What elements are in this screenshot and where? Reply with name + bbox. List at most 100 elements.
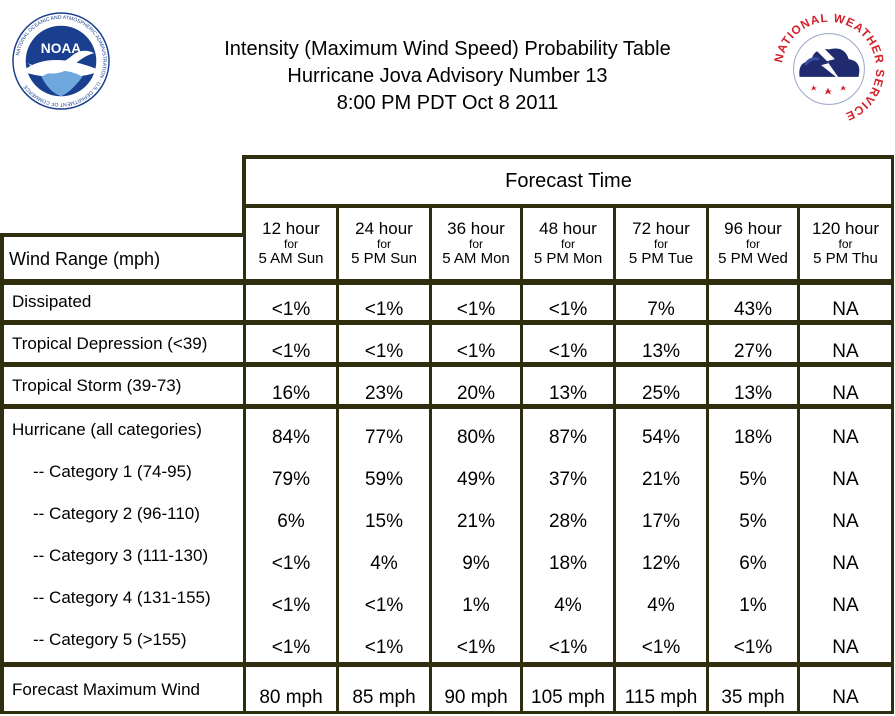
row-value: <1% xyxy=(364,595,404,616)
value-cell xyxy=(523,325,613,362)
row-value: 13% xyxy=(548,383,588,404)
value-cell xyxy=(800,325,891,362)
row-value: 23% xyxy=(364,383,404,404)
row-value: NA xyxy=(832,383,859,404)
row-value: <1% xyxy=(271,595,311,616)
row-label-cell-3 xyxy=(4,367,243,404)
value-cell xyxy=(339,409,429,662)
value-cell xyxy=(339,325,429,362)
value-cell xyxy=(616,285,706,320)
row-value: 7% xyxy=(647,299,675,320)
row-value: <1% xyxy=(548,299,588,320)
value-cell xyxy=(616,367,706,404)
row-value: 5% xyxy=(739,511,767,532)
row-value: 21% xyxy=(456,511,496,532)
column-hours: 24 hour xyxy=(355,219,413,238)
column-header-5: 72 hour for 5 PM Tue xyxy=(616,208,706,279)
value-cell xyxy=(800,667,891,711)
row-value: 80 mph xyxy=(259,687,323,708)
row-value: <1% xyxy=(456,341,496,362)
row-label: -- Category 3 (111-130) xyxy=(33,546,209,565)
row-value: <1% xyxy=(548,637,588,658)
value-cell xyxy=(246,325,336,362)
row-label-cell-2 xyxy=(4,325,243,362)
row-value: <1% xyxy=(271,553,311,574)
column-header-2: 24 hour for 5 PM Sun xyxy=(339,208,429,279)
column-for: for xyxy=(838,237,853,251)
row-value: 13% xyxy=(641,341,681,362)
row-value: NA xyxy=(832,595,859,616)
column-for: for xyxy=(283,237,298,251)
column-hours: 120 hour xyxy=(811,219,880,238)
column-when: 5 PM Tue xyxy=(628,250,694,267)
value-cell xyxy=(432,409,520,662)
row-value: 84% xyxy=(271,427,311,448)
value-cell xyxy=(246,367,336,404)
row-value: 1% xyxy=(462,595,490,616)
row-value: 6% xyxy=(277,511,305,532)
column-for: for xyxy=(745,237,760,251)
row-value: 77% xyxy=(364,427,404,448)
row-value: 115 mph xyxy=(624,687,698,708)
row-value: 17% xyxy=(641,511,681,532)
row-value: 90 mph xyxy=(444,687,508,708)
column-for: for xyxy=(376,237,391,251)
row-value: 15% xyxy=(364,511,404,532)
value-cell xyxy=(432,325,520,362)
row-value: NA xyxy=(832,341,859,362)
row-value: 35 mph xyxy=(721,687,785,708)
title-line-1: Intensity (Maximum Wind Speed) Probabili… xyxy=(224,38,671,60)
row-value: NA xyxy=(832,687,859,708)
row-value: NA xyxy=(832,637,859,658)
row-value: NA xyxy=(832,469,859,490)
row-value: 37% xyxy=(548,469,588,490)
column-for: for xyxy=(560,237,575,251)
row-value: 105 mph xyxy=(531,687,605,708)
row-label-cell-1 xyxy=(4,285,243,320)
column-header-4: 48 hour for 5 PM Mon xyxy=(523,208,613,279)
row-label: -- Category 2 (96-110) xyxy=(33,504,200,523)
forecast-time-label: Forecast Time xyxy=(505,170,632,192)
row-value: 85 mph xyxy=(352,687,416,708)
column-hours: 72 hour xyxy=(632,219,690,238)
column-header-6: 96 hour for 5 PM Wed xyxy=(709,208,797,279)
row-value: 4% xyxy=(647,595,675,616)
value-cell xyxy=(616,667,706,711)
column-hours: 48 hour xyxy=(539,219,597,238)
row-value: <1% xyxy=(548,341,588,362)
value-cell xyxy=(339,285,429,320)
column-when: 5 AM Mon xyxy=(442,250,510,267)
row-value: 27% xyxy=(733,341,773,362)
row-value: 54% xyxy=(641,427,681,448)
value-cell xyxy=(246,667,336,711)
value-cell xyxy=(709,409,797,662)
wind-range-header: Wind Range (mph) xyxy=(4,237,243,279)
row-value: 18% xyxy=(733,427,773,448)
column-header-7: 120 hour for 5 PM Thu xyxy=(800,208,891,279)
forecast-time-header: Forecast Time xyxy=(246,159,891,204)
row-value: 80% xyxy=(456,427,496,448)
row-value: NA xyxy=(832,511,859,532)
value-cell xyxy=(432,285,520,320)
value-cell xyxy=(523,409,613,662)
row-value: <1% xyxy=(456,299,496,320)
row-value: 18% xyxy=(548,553,588,574)
column-when: 5 PM Wed xyxy=(718,250,788,267)
row-value: <1% xyxy=(364,341,404,362)
row-value: <1% xyxy=(271,341,311,362)
column-header-1: 12 hour for 5 AM Sun xyxy=(246,208,336,279)
row-value: 87% xyxy=(548,427,588,448)
row-value: 79% xyxy=(271,469,311,490)
row-label: Forecast Maximum Wind xyxy=(12,680,200,699)
row-value: 16% xyxy=(271,383,311,404)
row-value: 4% xyxy=(370,553,398,574)
value-cell xyxy=(523,285,613,320)
value-cell xyxy=(339,667,429,711)
value-cell xyxy=(709,285,797,320)
row-value: <1% xyxy=(733,637,773,658)
value-cell xyxy=(800,367,891,404)
row-label: -- Category 1 (74-95) xyxy=(33,462,192,481)
row-value: 43% xyxy=(733,299,773,320)
row-value: 49% xyxy=(456,469,496,490)
value-cell xyxy=(709,667,797,711)
